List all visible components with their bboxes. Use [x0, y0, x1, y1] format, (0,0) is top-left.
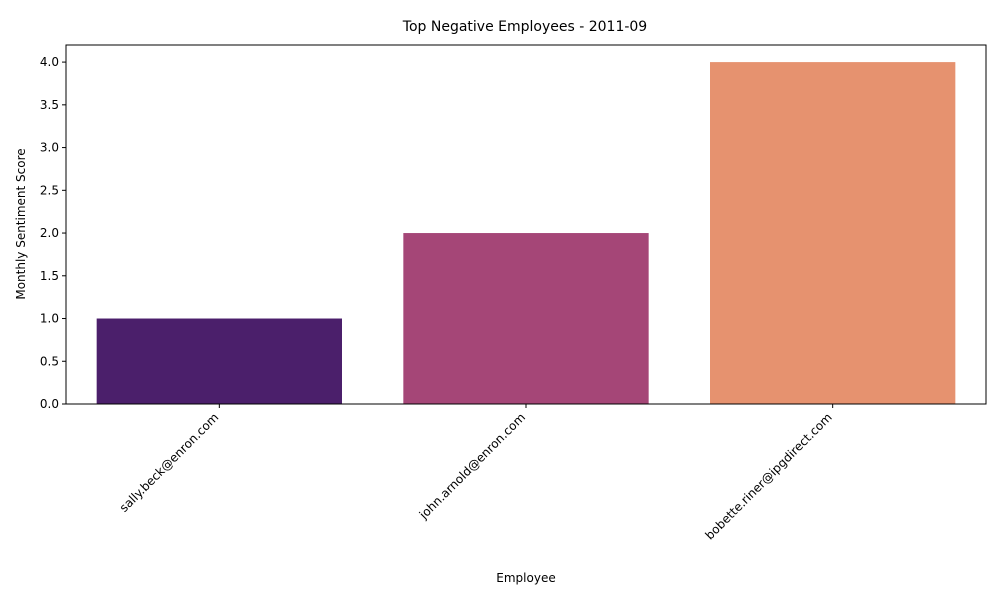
y-tick-label: 2.0	[40, 226, 59, 240]
y-tick-label: 2.5	[40, 183, 59, 197]
y-tick-label: 3.0	[40, 141, 59, 155]
y-tick-label: 1.5	[40, 269, 59, 283]
bar	[403, 233, 649, 404]
y-tick-label: 3.5	[40, 98, 59, 112]
y-axis-label: Monthly Sentiment Score	[14, 148, 28, 299]
bars-group	[96, 62, 956, 404]
x-axis-label: Employee	[496, 571, 555, 585]
y-tick-label: 4.0	[40, 55, 59, 69]
chart-title: Top Negative Employees - 2011-09	[402, 19, 647, 35]
y-tick-label: 1.0	[40, 312, 59, 326]
plot-frame	[65, 44, 987, 405]
bar	[96, 318, 342, 404]
y-tick-label: 0.0	[40, 397, 59, 411]
y-tick-label: 0.5	[40, 354, 59, 368]
y-axis: 0.0 0.5 1.0 1.5 2.0 2.5 3.0 3.5 4.0	[40, 55, 66, 411]
bar	[710, 62, 956, 404]
